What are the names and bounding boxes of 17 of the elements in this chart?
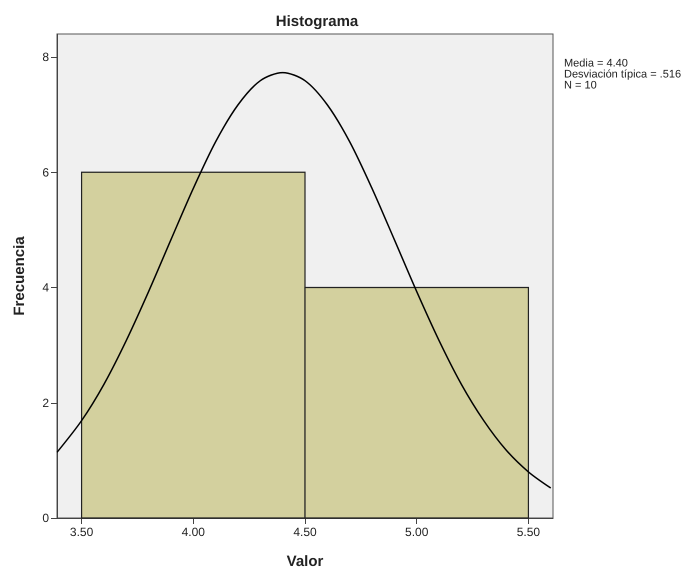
- y-tick-label: 6: [42, 165, 50, 180]
- x-tick-label: 4.50: [293, 525, 317, 539]
- text: Desviación típica = .516: [564, 68, 682, 80]
- text: N = 10: [564, 80, 597, 92]
- text: Media = 4.40: [564, 58, 628, 70]
- y-tick-label: 2: [42, 396, 50, 410]
- x-tick-label: 3.50: [70, 525, 94, 539]
- x-tick-label: 5.00: [405, 525, 429, 539]
- y-tick-label: 4: [42, 280, 50, 295]
- x-tick-label: 5.50: [516, 525, 540, 539]
- y-tick-label: 8: [42, 50, 50, 64]
- y-axis-title: Frecuencia: [11, 236, 28, 316]
- x-tick-label: 4.00: [182, 525, 206, 539]
- y-tick-label: 0: [42, 511, 50, 525]
- line-series: [56, 72, 552, 489]
- chart-title: Histograma: [276, 13, 359, 30]
- x-axis-title: Valor: [286, 553, 324, 570]
